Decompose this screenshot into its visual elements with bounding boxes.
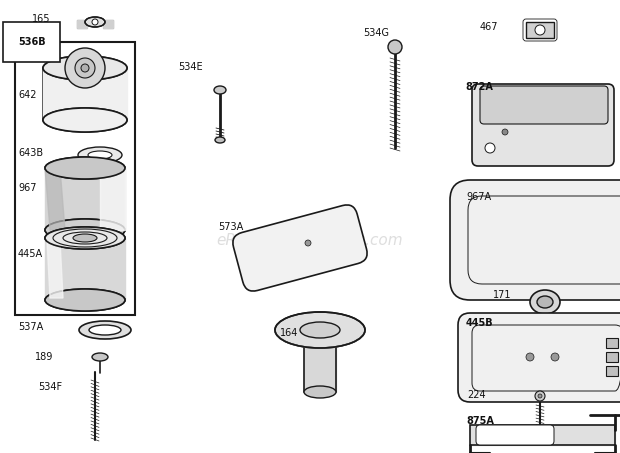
Circle shape bbox=[535, 391, 545, 401]
Text: 967: 967 bbox=[18, 183, 37, 193]
Ellipse shape bbox=[88, 151, 112, 159]
Ellipse shape bbox=[45, 219, 125, 241]
Polygon shape bbox=[304, 330, 336, 392]
Ellipse shape bbox=[85, 17, 105, 27]
Polygon shape bbox=[100, 168, 125, 230]
Text: 534E: 534E bbox=[178, 62, 203, 72]
Text: 872A: 872A bbox=[465, 82, 493, 92]
FancyBboxPatch shape bbox=[472, 84, 614, 166]
Circle shape bbox=[92, 19, 98, 25]
Bar bbox=[15, 42, 135, 315]
Bar bbox=[606, 338, 618, 348]
Polygon shape bbox=[45, 238, 125, 300]
Polygon shape bbox=[47, 240, 63, 298]
FancyBboxPatch shape bbox=[458, 313, 620, 402]
Circle shape bbox=[305, 240, 311, 246]
Ellipse shape bbox=[43, 108, 127, 132]
Text: 875A: 875A bbox=[466, 416, 494, 426]
Polygon shape bbox=[45, 168, 65, 230]
Polygon shape bbox=[45, 168, 125, 230]
Text: eReplacementParts.com: eReplacementParts.com bbox=[216, 232, 404, 247]
Text: 171: 171 bbox=[493, 290, 512, 300]
Ellipse shape bbox=[300, 322, 340, 338]
Text: 642: 642 bbox=[18, 90, 37, 100]
Text: 537A: 537A bbox=[18, 322, 43, 332]
Ellipse shape bbox=[275, 312, 365, 348]
Ellipse shape bbox=[43, 108, 127, 132]
Text: 573A: 573A bbox=[218, 222, 243, 232]
Text: 967A: 967A bbox=[466, 192, 491, 202]
Text: 445B: 445B bbox=[466, 318, 494, 328]
Text: 189: 189 bbox=[35, 352, 53, 362]
Text: 534F: 534F bbox=[38, 382, 62, 392]
Ellipse shape bbox=[79, 321, 131, 339]
FancyBboxPatch shape bbox=[480, 86, 608, 124]
FancyBboxPatch shape bbox=[476, 425, 554, 445]
Text: 224: 224 bbox=[467, 390, 485, 400]
Ellipse shape bbox=[530, 290, 560, 314]
Polygon shape bbox=[43, 68, 127, 120]
Text: 445A: 445A bbox=[18, 249, 43, 259]
Text: 643B: 643B bbox=[18, 148, 43, 158]
Ellipse shape bbox=[45, 289, 125, 311]
Circle shape bbox=[538, 394, 542, 398]
Ellipse shape bbox=[45, 289, 125, 311]
Ellipse shape bbox=[537, 296, 553, 308]
Ellipse shape bbox=[89, 325, 121, 335]
Bar bbox=[606, 352, 618, 362]
Ellipse shape bbox=[45, 157, 125, 179]
Polygon shape bbox=[77, 20, 87, 28]
Ellipse shape bbox=[73, 234, 97, 242]
Ellipse shape bbox=[304, 386, 336, 398]
Text: 536B: 536B bbox=[18, 37, 46, 47]
Ellipse shape bbox=[43, 56, 127, 80]
Ellipse shape bbox=[45, 227, 125, 249]
Polygon shape bbox=[103, 20, 113, 28]
Text: 165: 165 bbox=[32, 14, 50, 24]
Ellipse shape bbox=[78, 147, 122, 163]
Bar bbox=[606, 366, 618, 376]
Circle shape bbox=[535, 25, 545, 35]
Polygon shape bbox=[470, 425, 615, 445]
Circle shape bbox=[551, 353, 559, 361]
Ellipse shape bbox=[45, 157, 125, 179]
Circle shape bbox=[388, 40, 402, 54]
Text: 164: 164 bbox=[280, 328, 298, 338]
Circle shape bbox=[75, 58, 95, 78]
Circle shape bbox=[502, 129, 508, 135]
FancyBboxPatch shape bbox=[233, 205, 367, 291]
Ellipse shape bbox=[45, 227, 125, 249]
Circle shape bbox=[65, 48, 105, 88]
Text: 467: 467 bbox=[480, 22, 498, 32]
Ellipse shape bbox=[215, 137, 225, 143]
Circle shape bbox=[81, 64, 89, 72]
Bar bbox=[526, 22, 554, 38]
Ellipse shape bbox=[45, 219, 125, 241]
Ellipse shape bbox=[43, 56, 127, 80]
Ellipse shape bbox=[92, 353, 108, 361]
Bar bbox=[470, 425, 615, 445]
Text: 534G: 534G bbox=[363, 28, 389, 38]
Circle shape bbox=[485, 143, 495, 153]
Ellipse shape bbox=[214, 86, 226, 94]
FancyBboxPatch shape bbox=[450, 180, 620, 300]
Circle shape bbox=[526, 353, 534, 361]
